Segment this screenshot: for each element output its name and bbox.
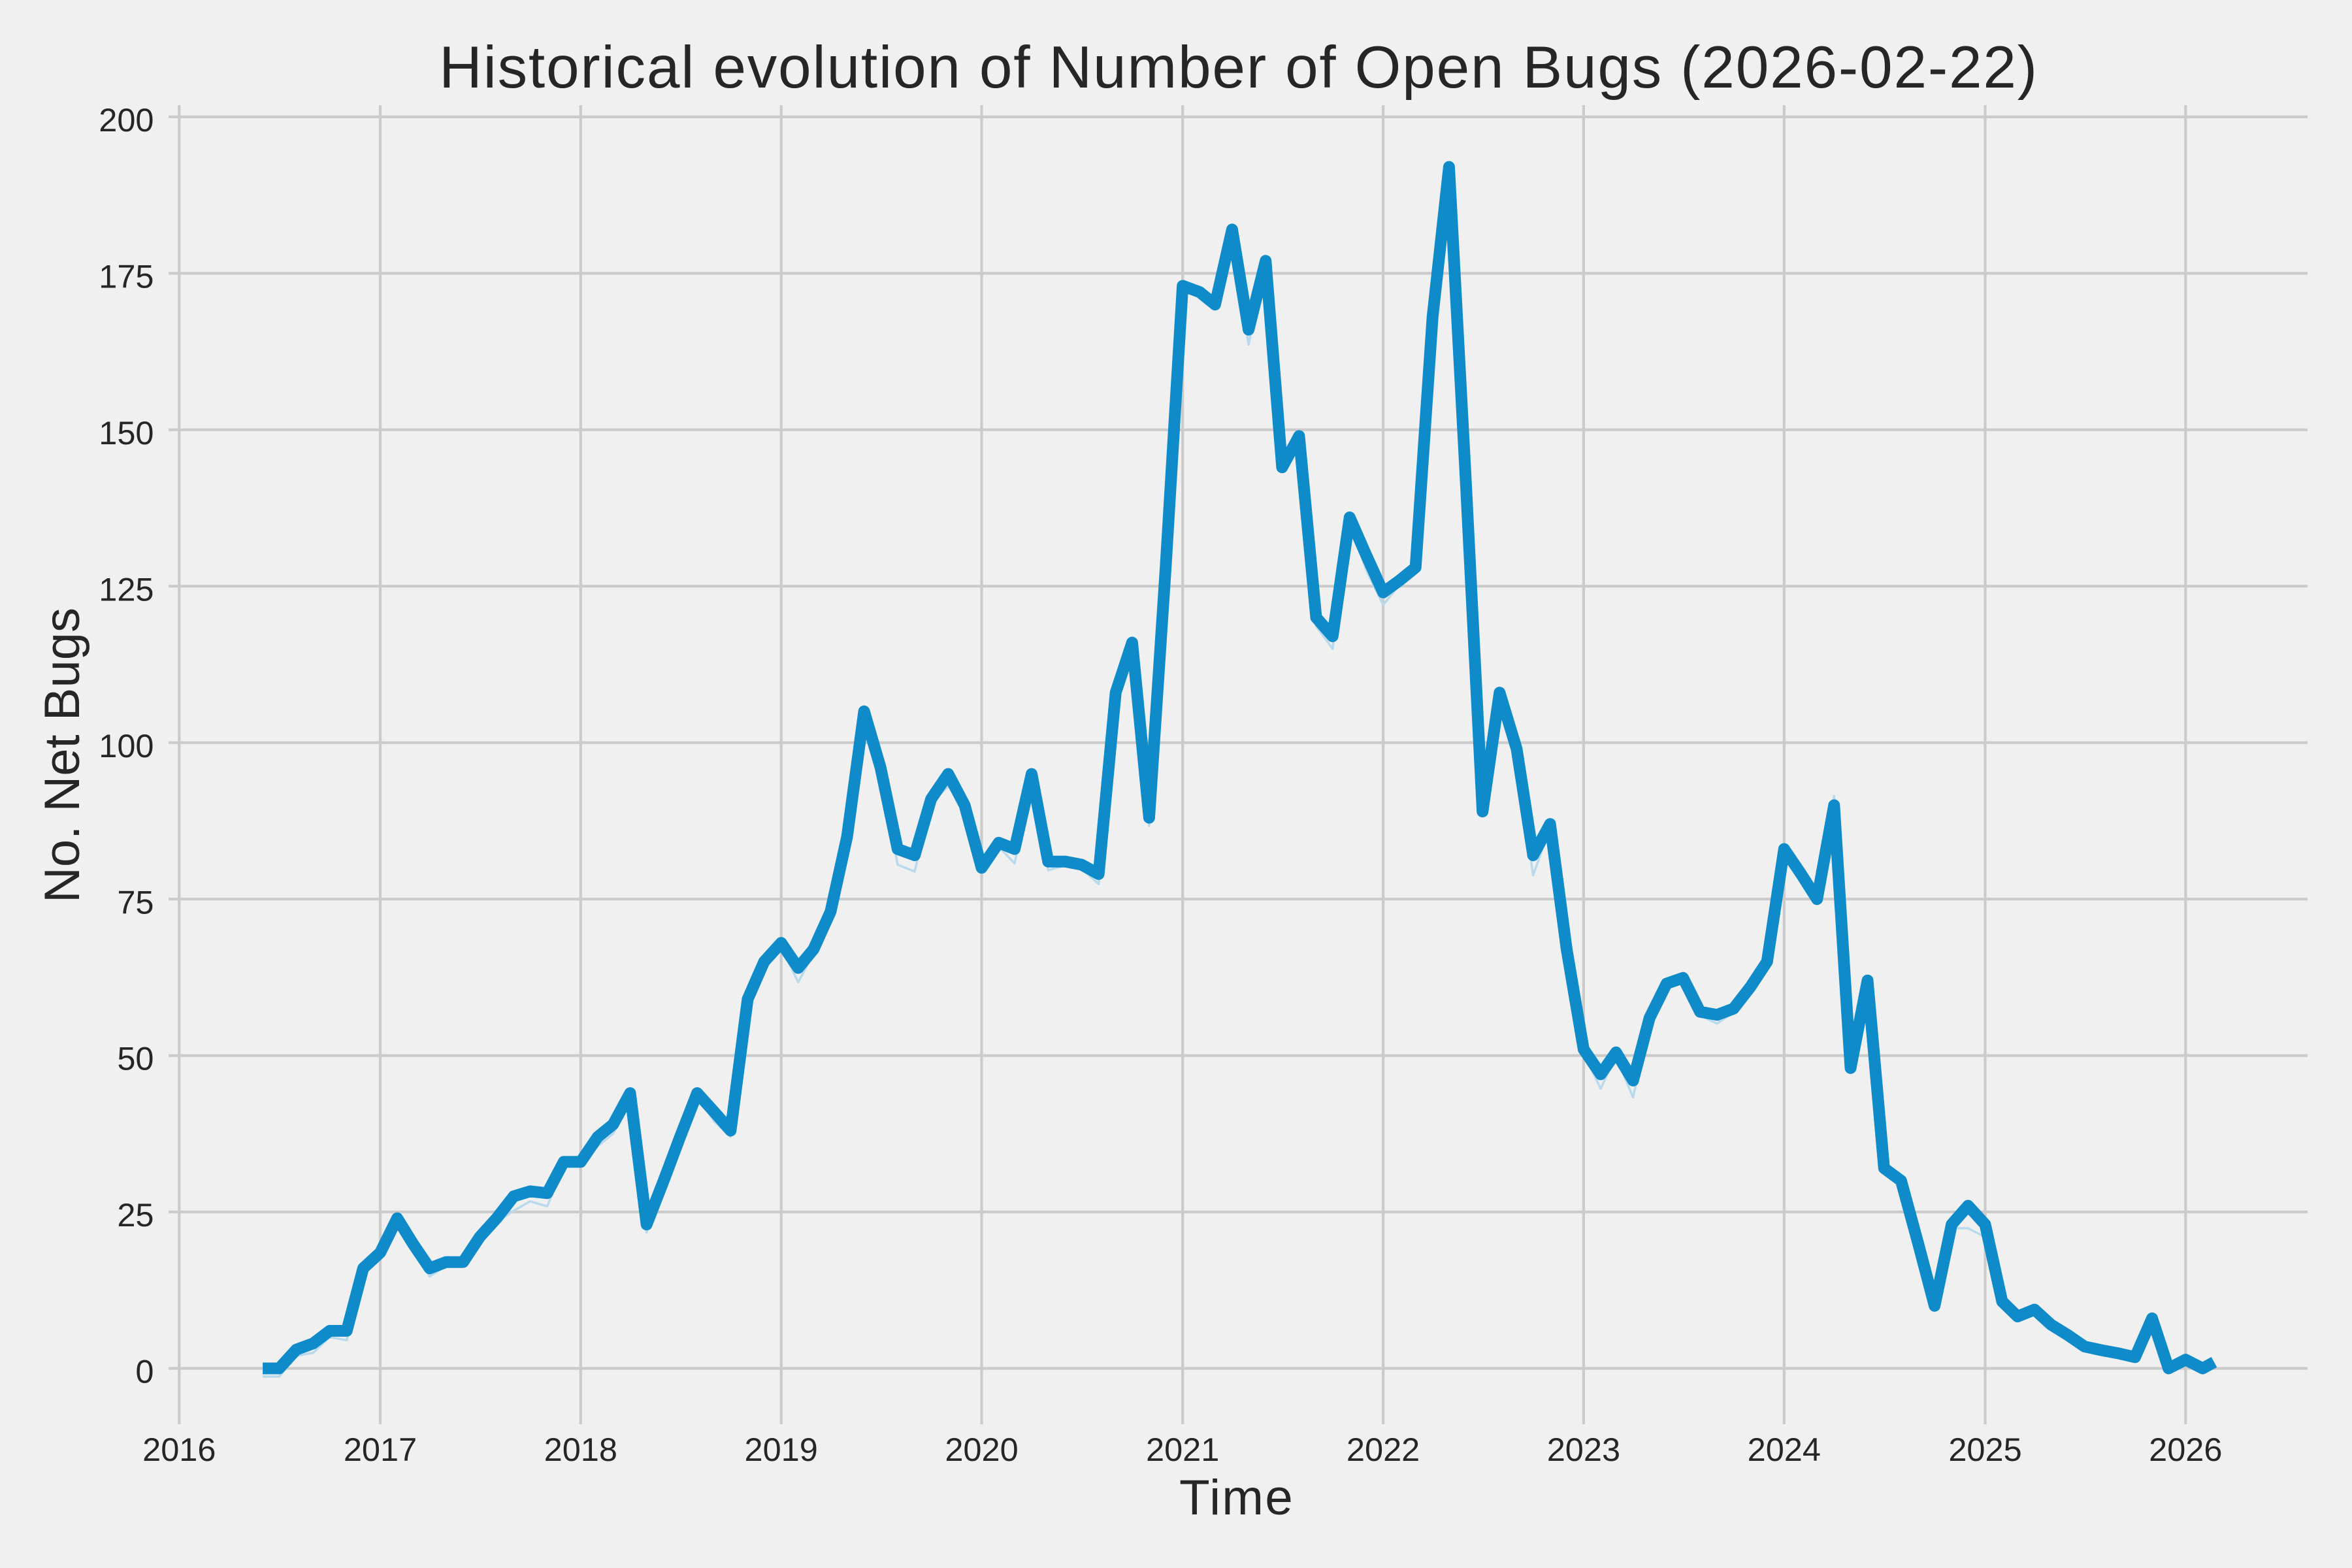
svg-text:50: 50 (117, 1040, 154, 1077)
svg-text:25: 25 (117, 1196, 154, 1233)
svg-text:150: 150 (99, 414, 154, 451)
svg-text:200: 200 (99, 101, 154, 139)
svg-text:2022: 2022 (1347, 1431, 1420, 1468)
svg-text:2023: 2023 (1547, 1431, 1620, 1468)
svg-text:2025: 2025 (1948, 1431, 2021, 1468)
svg-text:2026: 2026 (2149, 1431, 2222, 1468)
svg-text:2021: 2021 (1146, 1431, 1219, 1468)
svg-text:2024: 2024 (1748, 1431, 1821, 1468)
svg-text:2018: 2018 (544, 1431, 617, 1468)
svg-text:75: 75 (117, 883, 154, 921)
svg-text:Time: Time (1179, 1470, 1294, 1526)
svg-text:125: 125 (99, 570, 154, 608)
svg-text:2017: 2017 (344, 1431, 417, 1468)
svg-text:2019: 2019 (745, 1431, 818, 1468)
svg-text:Historical evolution of Number: Historical evolution of Number of Open B… (439, 35, 2038, 101)
svg-text:175: 175 (99, 258, 154, 295)
svg-text:100: 100 (99, 727, 154, 764)
svg-text:0: 0 (135, 1353, 154, 1390)
svg-text:2016: 2016 (142, 1431, 216, 1468)
svg-text:2020: 2020 (945, 1431, 1018, 1468)
svg-text:No. Net Bugs: No. Net Bugs (35, 608, 90, 903)
